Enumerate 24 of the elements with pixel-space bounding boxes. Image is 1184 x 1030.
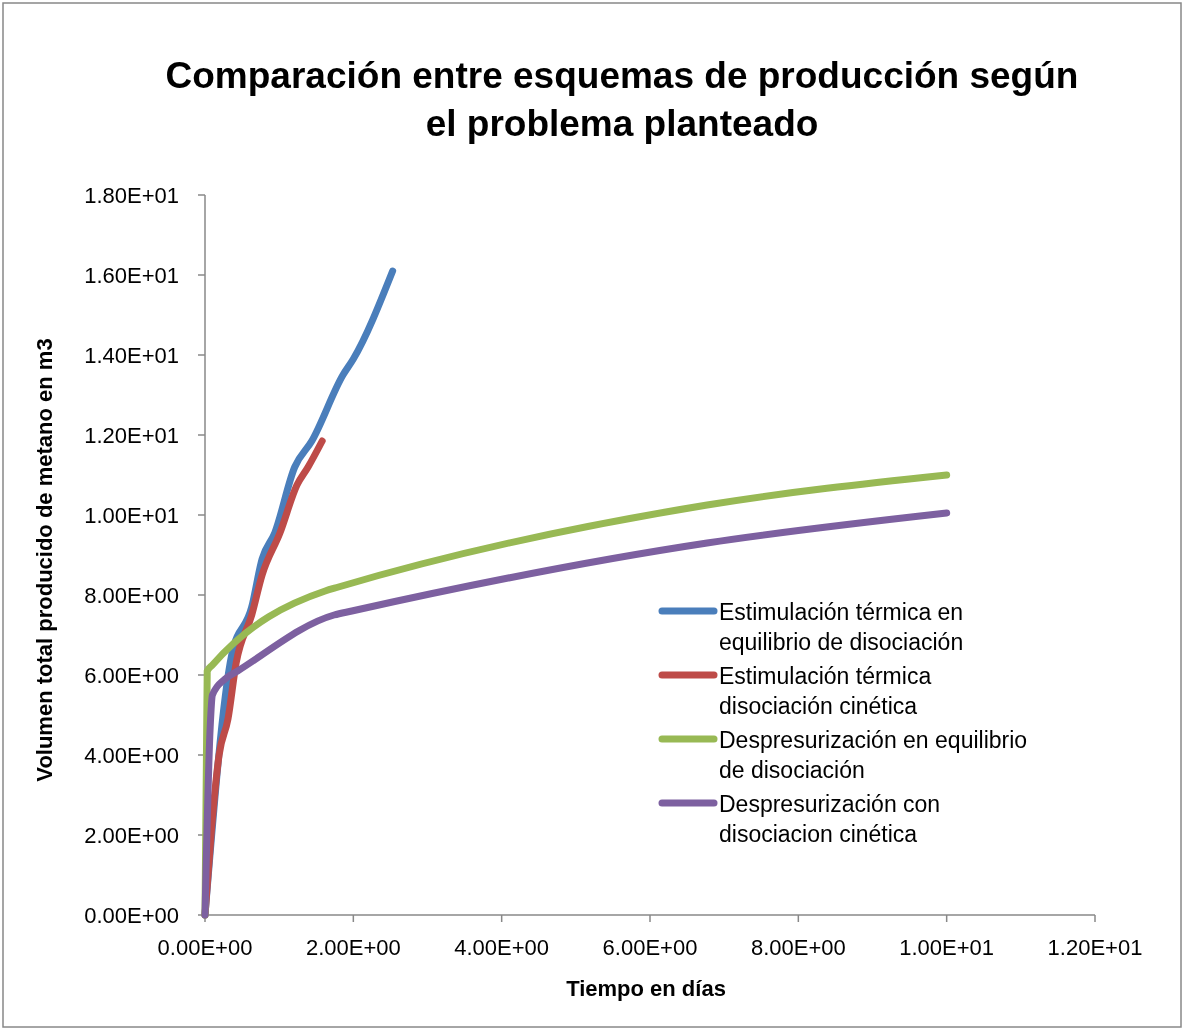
x-tick-label: 6.00E+00 [602, 935, 698, 960]
x-tick-label: 2.00E+00 [305, 935, 401, 960]
x-tick-label: 0.00E+00 [157, 935, 253, 960]
y-tick-label: 1.80E+01 [84, 182, 179, 208]
legend-label: Estimulación térmica disociación cinética [719, 663, 932, 720]
y-tick-label: 4.00E+00 [84, 742, 179, 768]
legend-label: Despresurización con disociacion cinética [719, 791, 941, 848]
y-tick-label: 1.60E+01 [84, 262, 179, 288]
x-tick-label: 4.00E+00 [454, 935, 550, 960]
x-axis-title: Tiempo en días [566, 976, 726, 1001]
y-tick-label: 1.00E+01 [84, 502, 179, 528]
legend-label: Despresurización en equilibrio de disociación [719, 727, 1028, 784]
y-tick-label: 8.00E+00 [84, 582, 179, 608]
y-tick-label: 2.00E+00 [84, 822, 179, 848]
x-tick-label: 8.00E+00 [750, 935, 846, 960]
x-tick-label: 1.00E+01 [899, 935, 995, 960]
x-tick-label: 1.20E+01 [1047, 935, 1143, 960]
chart-title: Comparación entre esquemas de producción según el problema planteado [165, 55, 1079, 144]
legend-label: Estimulación térmica en equilibrio de disociación [719, 599, 964, 656]
y-tick-label: 1.40E+01 [84, 342, 179, 368]
y-axis-title: Volumen total producido de metano en m3 [32, 338, 57, 782]
y-tick-label: 1.20E+01 [84, 422, 179, 448]
y-tick-label: 6.00E+00 [84, 662, 179, 688]
y-tick-label: 0.00E+00 [84, 902, 179, 928]
